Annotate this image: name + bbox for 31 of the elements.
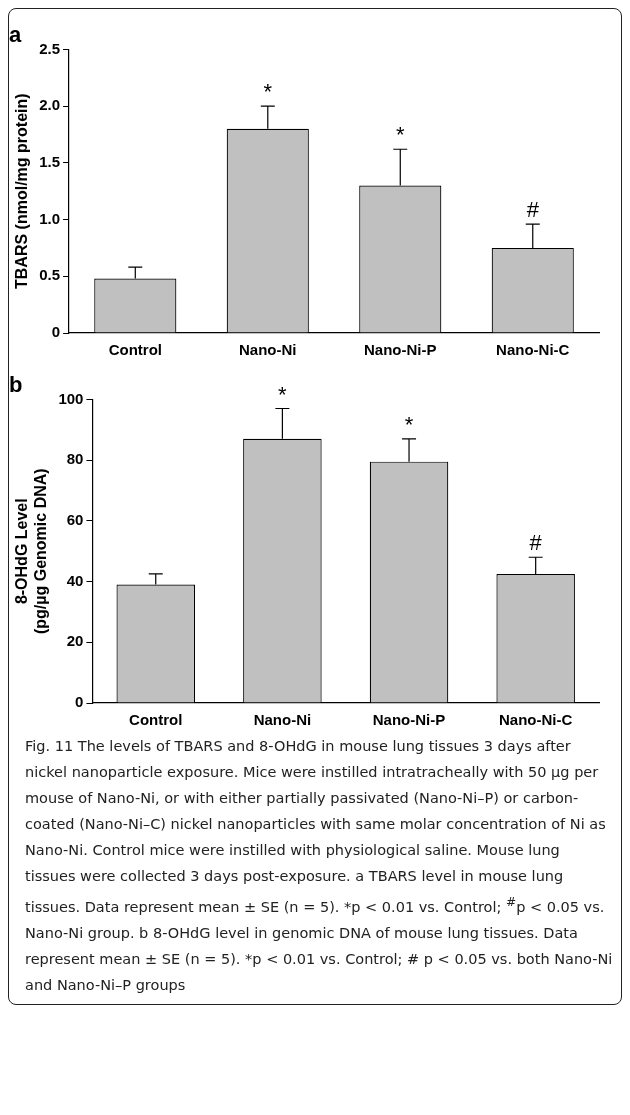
annotation: # [529, 530, 543, 556]
annotation: # [526, 197, 540, 223]
y-tick-label: 80 [66, 450, 84, 468]
y-tick-label: 0 [51, 323, 61, 341]
y-tick-label: 100 [58, 389, 84, 407]
annotation: * [395, 122, 405, 148]
x-tick-label: Nano-Ni-C [496, 341, 570, 359]
x-tick-label: Nano-Ni [239, 341, 297, 359]
annotation: * [278, 381, 288, 407]
x-tick-label: Control [129, 711, 183, 729]
y-axis-title: 8-OHdG Level (pg/µg Genomic DNA) [13, 468, 50, 635]
y-tick-label: 2.5 [39, 39, 61, 57]
annotation: * [263, 79, 273, 105]
y-tick-label: 0 [75, 693, 84, 711]
y-axis-title: TBARS (nmol/mg protein) [13, 93, 31, 289]
y-tick-label: 1.0 [39, 209, 61, 227]
chart-title: a [9, 22, 22, 48]
y-tick-label: 2.0 [39, 96, 61, 114]
y-tick-label: 60 [66, 510, 84, 528]
x-tick-label: Nano-Ni-P [372, 711, 446, 729]
x-tick-label: Nano-Ni [253, 711, 312, 729]
x-tick-label: Nano-Ni-P [364, 341, 437, 359]
x-tick-label: Control [108, 341, 162, 359]
text: Fig. 11 The levels of TBARS and 8-OHdG in mouse lung tissues 3 days after nickel nanoparticle exposure. Mice were instilled intratracheally with 50 µg per mouse of Nano-Ni, or with either partially passivated (Nano-Ni–P) or carbon-coated (Nano-Ni–C) nickel nanoparticles with same molar concentration of Ni as Nano-Ni. Control mice were instilled with physiological saline. Mouse lung tissues were collected 3 days post-exposure. a TBARS level in mouse lung tissues. Data represent mean ± SE (n = 5). *p < 0.01 vs. Control; $^{#}$p < 0.05 vs. Nano-Ni group. b 8-OHdG level in genomic DNA of mouse lung tissues. Data represent mean ± SE (n = 5). *p < 0.01 vs. Control; # p < 0.05 vs. both Nano-Ni and Nano-Ni–P groups [25, 738, 613, 993]
y-tick-label: 40 [66, 571, 84, 589]
y-tick-label: 20 [66, 632, 84, 650]
y-tick-label: 1.5 [39, 152, 61, 170]
annotation: * [404, 411, 414, 437]
chart-title: b [9, 372, 23, 398]
x-tick-label: Nano-Ni-C [499, 711, 573, 729]
y-tick-label: 0.5 [39, 266, 61, 284]
